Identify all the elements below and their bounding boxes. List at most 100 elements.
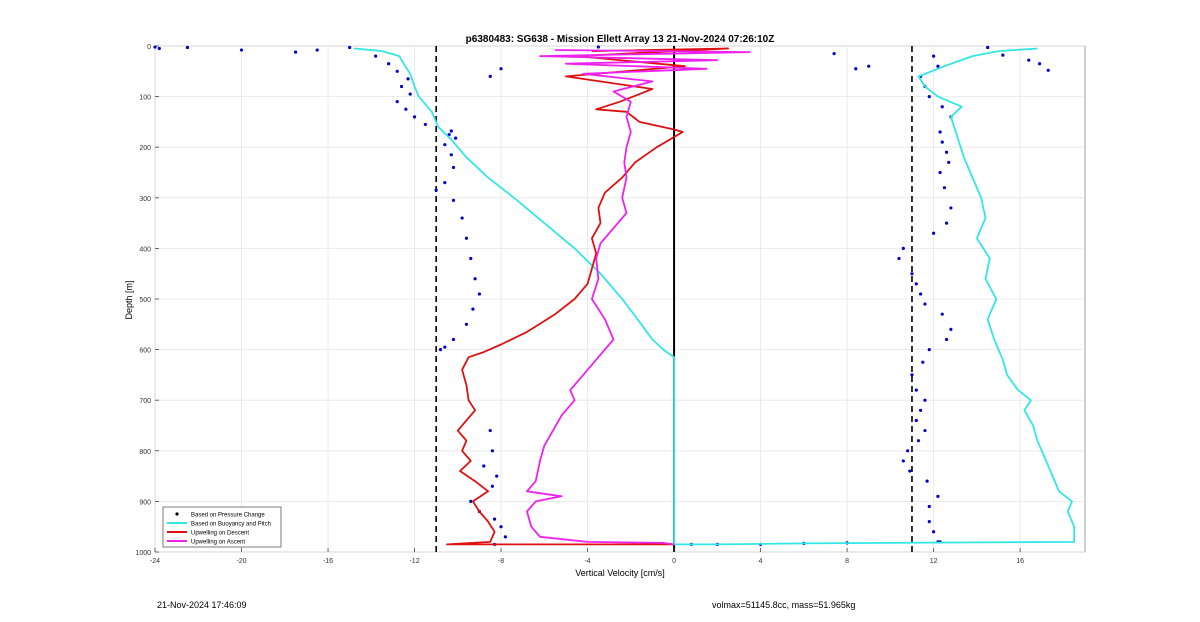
data-point — [503, 535, 507, 539]
x-tick-label: 4 — [759, 558, 763, 565]
data-point — [940, 105, 944, 109]
data-point — [897, 256, 901, 261]
data-point — [469, 256, 473, 261]
chart-title: p6380483: SG638 - Mission Ellett Array 1… — [466, 34, 775, 45]
data-point — [923, 398, 927, 402]
data-point — [910, 373, 914, 377]
data-point — [451, 165, 456, 170]
legend-label: Upwelling on Ascent — [191, 540, 245, 546]
y-tick-label: 200 — [139, 145, 151, 152]
data-point — [374, 54, 378, 58]
data-point — [936, 494, 940, 498]
y-tick-label: 0 — [147, 44, 151, 51]
data-point — [932, 231, 936, 235]
y-tick-label: 100 — [139, 95, 151, 102]
data-point — [443, 181, 447, 185]
data-point — [927, 348, 931, 352]
data-point — [927, 520, 931, 524]
data-point — [348, 45, 352, 50]
y-tick-label: 600 — [139, 348, 151, 355]
data-point — [449, 153, 453, 157]
data-point — [908, 469, 912, 473]
data-point — [386, 62, 391, 66]
data-point — [944, 150, 949, 154]
data-point — [293, 50, 298, 54]
data-point — [1001, 53, 1005, 57]
data-point — [832, 51, 836, 56]
data-point — [423, 122, 427, 127]
data-point — [923, 428, 927, 433]
data-point — [451, 337, 456, 342]
data-point — [919, 408, 923, 412]
data-point — [927, 95, 931, 99]
data-point — [940, 140, 944, 144]
data-point — [919, 292, 923, 296]
data-point — [901, 459, 905, 463]
data-point — [482, 464, 486, 468]
series-line — [353, 47, 1076, 546]
data-point — [492, 517, 497, 521]
data-point — [315, 48, 319, 52]
x-tick-label: -24 — [150, 558, 160, 565]
y-tick-label: 300 — [139, 196, 151, 203]
x-tick-label: -4 — [584, 558, 590, 565]
y-tick-label: 500 — [139, 297, 151, 304]
data-point — [451, 198, 456, 202]
data-point — [443, 143, 447, 147]
data-point — [944, 337, 949, 342]
data-point — [408, 92, 412, 96]
data-point — [949, 206, 953, 210]
data-point — [947, 160, 951, 164]
x-tick-label: 12 — [930, 558, 938, 565]
x-tick-label: -20 — [236, 558, 246, 565]
data-point — [932, 530, 936, 534]
data-point — [447, 132, 451, 137]
data-point — [921, 360, 925, 364]
data-point — [942, 186, 947, 190]
data-point — [412, 115, 417, 119]
data-point — [927, 504, 931, 509]
data-point — [406, 77, 410, 81]
y-tick-label: 1000 — [135, 550, 151, 557]
y-tick-label: 400 — [139, 246, 151, 253]
data-point — [185, 45, 190, 50]
data-point — [495, 474, 499, 478]
data-point — [1046, 68, 1050, 72]
data-point — [499, 525, 503, 529]
y-axis-label: Depth [m] — [124, 280, 134, 319]
series-line — [526, 49, 751, 546]
data-point — [490, 449, 494, 453]
data-point — [469, 499, 473, 503]
data-point — [239, 48, 244, 52]
data-point — [477, 292, 482, 296]
x-tick-label: -16 — [323, 558, 333, 565]
x-tick-label: -12 — [409, 558, 419, 565]
footer-timestamp: 21-Nov-2024 17:46:09 — [157, 600, 247, 610]
data-series — [153, 45, 1076, 547]
data-point — [454, 136, 458, 140]
data-point — [499, 67, 503, 71]
legend-swatch — [175, 512, 179, 516]
data-point — [473, 277, 477, 281]
data-point — [434, 188, 438, 192]
data-point — [464, 236, 469, 240]
legend-label: Based on Pressure Change — [191, 513, 265, 519]
data-point — [488, 74, 492, 78]
data-point — [395, 100, 399, 104]
legend: Based on Pressure Change Based on Buoyanc… — [162, 506, 282, 548]
x-tick-label: -8 — [498, 558, 504, 565]
data-point — [925, 479, 929, 483]
data-point — [906, 449, 910, 453]
data-point — [986, 45, 990, 50]
data-point — [914, 388, 918, 392]
data-point — [914, 282, 918, 286]
data-point — [404, 107, 408, 111]
data-point — [438, 348, 443, 352]
series-line — [446, 47, 729, 546]
x-tick-label: 8 — [845, 558, 849, 565]
data-point — [916, 439, 921, 443]
data-point — [936, 64, 940, 68]
data-point — [464, 322, 469, 326]
x-axis-label: Vertical Velocity [cm/s] — [575, 568, 665, 578]
legend-label: Upwelling on Descent — [191, 531, 249, 537]
